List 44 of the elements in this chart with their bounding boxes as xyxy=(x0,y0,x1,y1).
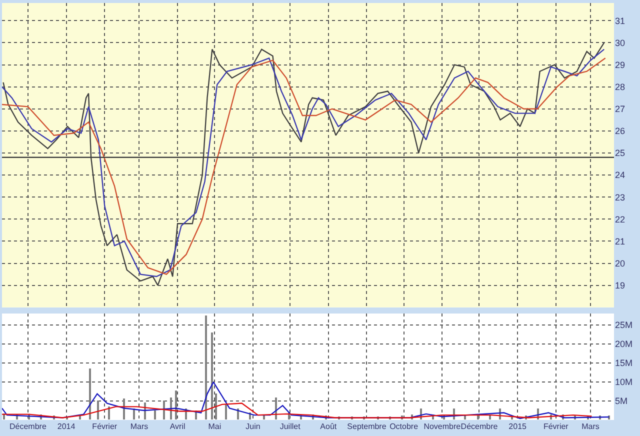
x-tick-label: Février xyxy=(92,422,118,431)
x-tick-label: Février xyxy=(543,422,569,431)
x-tick-label: Juillet xyxy=(280,422,302,431)
x-tick-label: Septembre xyxy=(347,422,387,431)
x-tick-label: Juin xyxy=(246,422,260,431)
bar xyxy=(97,400,99,420)
y-tick-label: 28 xyxy=(615,82,626,92)
bar xyxy=(211,332,213,420)
bar xyxy=(215,394,217,420)
y-tick-label: 21 xyxy=(615,236,626,246)
x-tick-label: Août xyxy=(320,422,338,431)
y-tick-label: 25M xyxy=(615,320,633,330)
x-tick-label: Mai xyxy=(208,422,222,431)
x-tick-label: Mars xyxy=(130,422,148,431)
x-tick-label: Décembre xyxy=(460,422,498,431)
x-tick-label: Mars xyxy=(582,422,600,431)
y-tick-label: 10M xyxy=(615,377,633,388)
x-tick-label: Octobre xyxy=(390,422,419,431)
x-tick-label: Avril xyxy=(170,422,186,431)
x-tick-label: 2015 xyxy=(508,422,528,431)
y-tick-label: 19 xyxy=(615,280,626,290)
y-tick-label: 26 xyxy=(615,126,626,136)
bar xyxy=(163,400,165,420)
y-tick-label: 27 xyxy=(615,104,626,114)
x-tick-label: Novembre xyxy=(424,422,462,431)
y-tick-label: 29 xyxy=(615,60,626,70)
y-tick-label: 15M xyxy=(615,358,633,368)
y-tick-label: 23 xyxy=(615,192,626,202)
y-tick-label: 25 xyxy=(615,148,626,158)
x-tick-label: Décembre xyxy=(10,422,47,431)
y-tick-label: 20M xyxy=(615,339,633,350)
line-series xyxy=(2,402,592,418)
y-tick-label: 24 xyxy=(615,170,626,180)
y-tick-label: 22 xyxy=(615,214,626,224)
bar xyxy=(108,406,110,420)
y-tick-label: 31 xyxy=(615,16,626,26)
bar xyxy=(154,410,156,420)
bar xyxy=(225,404,227,420)
y-tick-label: 20 xyxy=(615,258,626,268)
y-tick-label: 5M xyxy=(615,396,628,406)
bar xyxy=(205,316,207,420)
y-tick-label: 30 xyxy=(615,38,626,48)
bar xyxy=(89,368,91,420)
x-tick-label: 2014 xyxy=(57,422,76,431)
